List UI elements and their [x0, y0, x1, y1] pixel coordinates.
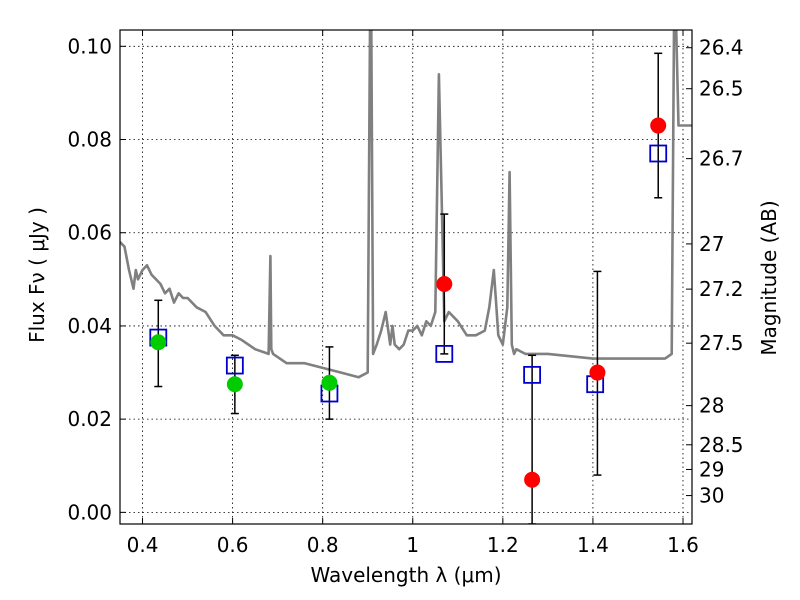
x-tick-label: 1	[406, 533, 419, 557]
model-square-point	[523, 365, 542, 384]
x-tick-label: 0.4	[127, 533, 159, 557]
right-tick-label: 29	[699, 457, 724, 481]
right-tick-label: 26.7	[699, 147, 744, 171]
red-data-point	[524, 471, 541, 488]
green-data-point	[321, 374, 338, 391]
y-tick-label: 0.10	[67, 34, 112, 58]
green-data-point	[226, 376, 243, 393]
x-tick-label: 1.4	[577, 533, 609, 557]
right-tick-label: 30	[699, 484, 724, 508]
y-tick-label: 0.02	[67, 407, 112, 431]
right-axis-label: Magnitude (AB)	[757, 200, 781, 355]
x-tick-label: 0.8	[307, 533, 339, 557]
red-data-point	[589, 364, 606, 381]
y-tick-label: 0.04	[67, 314, 112, 338]
right-tick-label: 26.5	[699, 77, 744, 101]
right-tick-label: 27.2	[699, 277, 744, 301]
right-tick-label: 26.4	[699, 36, 744, 60]
y-tick-label: 0.06	[67, 221, 112, 245]
red-data-point	[436, 275, 453, 292]
model-square-point	[225, 356, 244, 375]
x-tick-label: 1.2	[487, 533, 519, 557]
x-tick-label: 0.6	[217, 533, 249, 557]
x-axis-label: Wavelength λ (μm)	[310, 563, 501, 587]
model-square-point	[649, 144, 668, 163]
red-data-point	[650, 117, 667, 134]
spectrum-line	[120, 30, 692, 379]
x-tick-label: 1.6	[667, 533, 699, 557]
y-tick-label: 0.00	[67, 500, 112, 524]
right-tick-label: 28	[699, 394, 724, 418]
grid	[120, 30, 692, 524]
plot-frame	[119, 29, 693, 525]
right-tick-label: 27	[699, 232, 724, 256]
green-data-point	[150, 334, 167, 351]
model-square-point	[435, 344, 454, 363]
y-axis-label: Flux Fν ( μJy )	[25, 207, 49, 343]
plot-layer	[120, 30, 692, 524]
y-tick-label: 0.08	[67, 128, 112, 152]
right-tick-label: 27.5	[699, 331, 744, 355]
ticks: 0.4 0.6 0.8 1 1.2 1.4 1.6 0.00 0.02 0.04 0.06 0.08 0…	[67, 30, 744, 557]
right-tick-label: 28.5	[699, 433, 744, 457]
